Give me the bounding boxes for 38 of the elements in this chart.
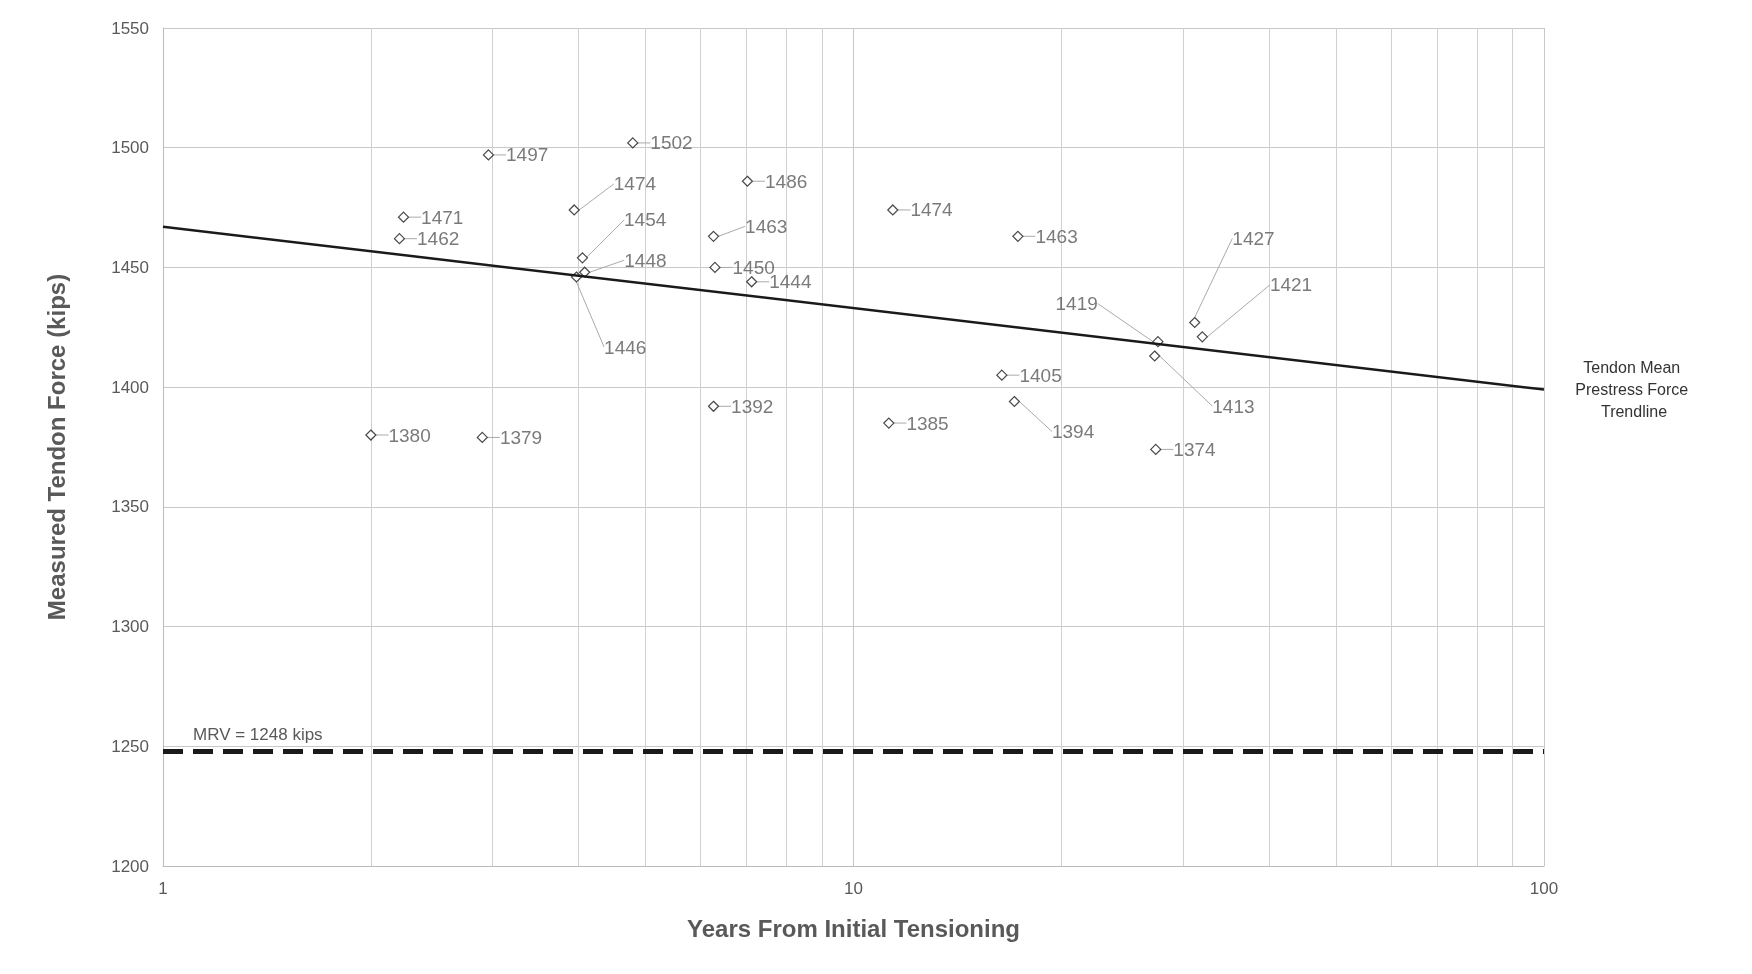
- y-tick-label: 1550: [111, 18, 149, 38]
- data-label: 1374: [1173, 438, 1217, 460]
- data-label: 1446: [604, 336, 647, 358]
- data-label: 1419: [1055, 293, 1098, 315]
- y-tick-label: 1200: [111, 856, 149, 876]
- y-axis-title: Measured Tendon Force (kips): [42, 273, 70, 621]
- y-tick-label: 1300: [111, 617, 149, 637]
- x-tick-label: 100: [1529, 879, 1559, 898]
- y-tick-label: 1350: [111, 497, 149, 517]
- x-tick-label: 10: [844, 879, 863, 898]
- data-label: 1486: [765, 170, 808, 192]
- series-label: Tendon Mean Prestress Force Trendline: [1575, 359, 1693, 421]
- y-tick-label: 1400: [111, 377, 149, 397]
- data-label: 1471: [421, 206, 464, 228]
- data-label: 1502: [650, 132, 693, 154]
- data-label: 1413: [1212, 395, 1255, 417]
- data-label: 1405: [1019, 364, 1062, 386]
- data-label: 1454: [624, 209, 667, 231]
- data-label: 1462: [417, 228, 460, 250]
- x-tick-label: 1: [158, 879, 168, 898]
- data-label: 1497: [506, 144, 549, 166]
- data-label: 1385: [906, 412, 949, 434]
- data-label: 1448: [624, 249, 667, 271]
- y-tick-label: 1500: [111, 138, 149, 158]
- data-label: 1394: [1051, 421, 1095, 443]
- data-label: 1392: [731, 395, 774, 417]
- data-label: 1379: [499, 426, 543, 448]
- data-label: 1474: [613, 173, 657, 195]
- data-label: 1474: [910, 199, 954, 221]
- data-label: 1427: [1232, 228, 1275, 249]
- data-label: 1421: [1269, 274, 1313, 296]
- y-tick-label: 1250: [111, 736, 149, 756]
- data-label: 1463: [745, 215, 788, 237]
- data-label: 1380: [388, 424, 431, 446]
- y-tick-label: 1450: [111, 257, 149, 277]
- ref-line-label: MRV = 1248 kips: [193, 725, 323, 745]
- x-axis-title: Years From Initial Tensioning: [687, 914, 1020, 942]
- data-label: 1463: [1035, 225, 1078, 247]
